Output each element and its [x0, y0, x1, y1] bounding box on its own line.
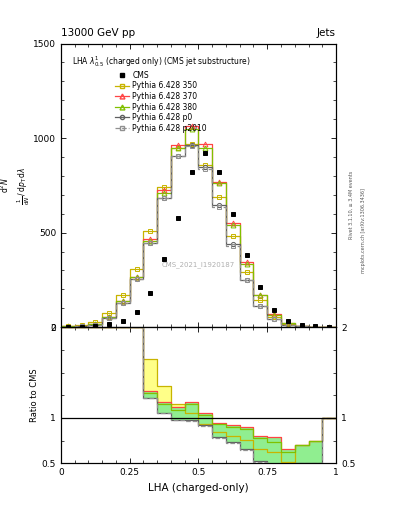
Text: mcplots.cern.ch [arXiv:1306.3436]: mcplots.cern.ch [arXiv:1306.3436] — [361, 188, 366, 273]
Legend: CMS, Pythia 6.428 350, Pythia 6.428 370, Pythia 6.428 380, Pythia 6.428 p0, Pyth: CMS, Pythia 6.428 350, Pythia 6.428 370,… — [70, 53, 252, 134]
Text: Rivet 3.1.10, ≥ 3.4M events: Rivet 3.1.10, ≥ 3.4M events — [349, 170, 354, 239]
Text: 13000 GeV pp: 13000 GeV pp — [61, 28, 135, 38]
Text: Jets: Jets — [317, 28, 336, 38]
Y-axis label: Ratio to CMS: Ratio to CMS — [30, 369, 39, 422]
Y-axis label: $\mathrm{d}^2N$
$\frac{1}{\mathrm{d}N}\,/\,\mathrm{d}p_\mathrm{T}\,\mathrm{d}\la: $\mathrm{d}^2N$ $\frac{1}{\mathrm{d}N}\,… — [0, 166, 32, 204]
X-axis label: LHA (charged-only): LHA (charged-only) — [148, 483, 249, 493]
Text: CMS_2021_I1920187: CMS_2021_I1920187 — [162, 262, 235, 268]
